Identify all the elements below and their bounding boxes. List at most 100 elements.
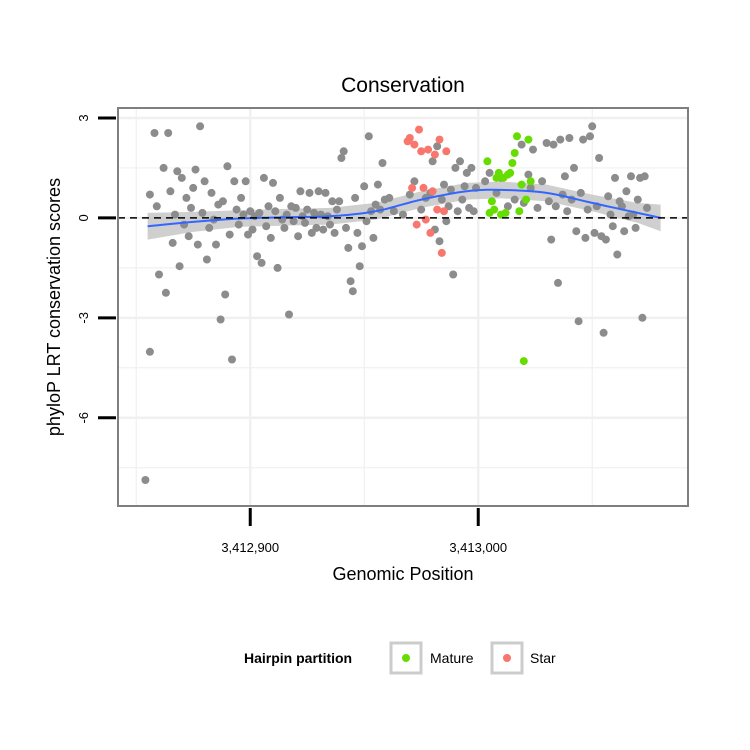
data-point-other — [547, 235, 556, 244]
data-point-other — [175, 262, 184, 271]
data-point-mature — [487, 197, 496, 206]
data-point-other — [351, 193, 360, 202]
data-point-other — [529, 145, 537, 154]
data-point-other — [328, 197, 337, 206]
data-point-other — [453, 207, 462, 216]
data-point-other — [241, 177, 250, 186]
data-point-other — [294, 232, 303, 241]
data-point-other — [253, 252, 262, 261]
data-point-other — [467, 163, 476, 172]
data-point-other — [332, 205, 341, 214]
data-point-other — [544, 197, 553, 206]
data-point-other — [399, 210, 407, 219]
data-point-other — [627, 172, 635, 181]
data-point-other — [369, 233, 378, 242]
data-point-other — [410, 177, 419, 186]
data-point-other — [581, 233, 590, 242]
data-point-other — [218, 197, 227, 206]
data-point-mature — [501, 208, 510, 217]
data-point-other — [435, 237, 444, 246]
data-point-other — [273, 263, 282, 272]
data-point-other — [542, 139, 551, 147]
data-point-other — [182, 193, 191, 202]
data-point-other — [223, 162, 232, 171]
data-point-mature — [490, 205, 499, 214]
data-point-other — [604, 192, 613, 201]
data-point-mature — [506, 168, 515, 177]
data-point-other — [549, 140, 558, 149]
x-axis: 3,412,900 3,413,000 — [221, 508, 507, 555]
data-point-star — [405, 134, 414, 142]
data-point-mature — [513, 132, 521, 141]
x-tick-label: 3,413,000 — [449, 540, 507, 555]
data-point-other — [314, 187, 323, 196]
data-point-other — [373, 180, 382, 189]
data-point-other — [565, 134, 574, 142]
data-point-other — [145, 190, 154, 199]
data-point-other — [200, 177, 209, 186]
data-point-star — [412, 220, 421, 229]
data-point-other — [237, 193, 246, 202]
data-point-other — [264, 202, 273, 211]
data-point-other — [364, 132, 373, 141]
data-point-other — [428, 157, 437, 166]
data-point-other — [239, 210, 248, 219]
data-point-other — [606, 210, 615, 219]
data-point-star — [419, 183, 428, 192]
legend-item-star: Star — [490, 641, 556, 675]
data-point-other — [339, 147, 348, 156]
data-point-other — [586, 132, 594, 141]
data-point-other — [310, 208, 319, 217]
data-point-other — [248, 225, 257, 234]
data-point-other — [189, 183, 198, 192]
data-point-other — [335, 197, 344, 206]
data-point-other — [326, 220, 334, 229]
legend-dot-star — [503, 654, 511, 662]
data-point-other — [271, 207, 280, 216]
data-point-star — [424, 145, 433, 154]
data-point-mature — [526, 177, 535, 186]
data-point-other — [173, 167, 182, 176]
data-point-other — [289, 217, 298, 226]
data-point-other — [257, 258, 266, 267]
y-tick-label: -6 — [76, 412, 91, 424]
data-point-other — [378, 159, 387, 167]
data-point-star — [415, 125, 423, 134]
data-point-other — [579, 135, 588, 144]
data-point-star — [440, 207, 448, 216]
data-point-other — [266, 233, 275, 242]
data-point-other — [212, 240, 220, 249]
data-point-other — [155, 270, 163, 279]
data-point-star — [410, 140, 419, 149]
y-tick-label: -3 — [76, 312, 91, 324]
data-point-other — [563, 207, 572, 216]
data-point-star — [417, 147, 426, 156]
series-mature — [483, 132, 535, 366]
points-layer — [141, 122, 651, 484]
data-point-other — [232, 205, 241, 214]
data-point-star — [408, 183, 417, 192]
chart-title: Conservation — [341, 74, 465, 97]
legend-label-star: Star — [530, 650, 556, 666]
data-point-mature — [483, 157, 492, 166]
data-point-other — [481, 177, 490, 186]
data-point-other — [458, 195, 467, 204]
data-point-other — [164, 129, 173, 137]
data-point-star — [435, 135, 444, 144]
data-point-mature — [524, 135, 533, 144]
data-point-other — [161, 288, 170, 297]
data-point-mature — [517, 180, 526, 189]
data-point-other — [275, 193, 284, 202]
data-point-other — [601, 235, 610, 244]
data-point-other — [554, 278, 562, 287]
data-point-other — [207, 188, 216, 197]
data-point-other — [234, 220, 243, 229]
data-point-other — [198, 208, 207, 217]
data-point-other — [152, 202, 161, 211]
data-point-other — [608, 222, 617, 231]
data-point-other — [346, 277, 355, 286]
data-point-other — [301, 218, 309, 227]
data-point-mature — [522, 195, 531, 204]
legend-item-mature: Mature — [389, 641, 474, 675]
